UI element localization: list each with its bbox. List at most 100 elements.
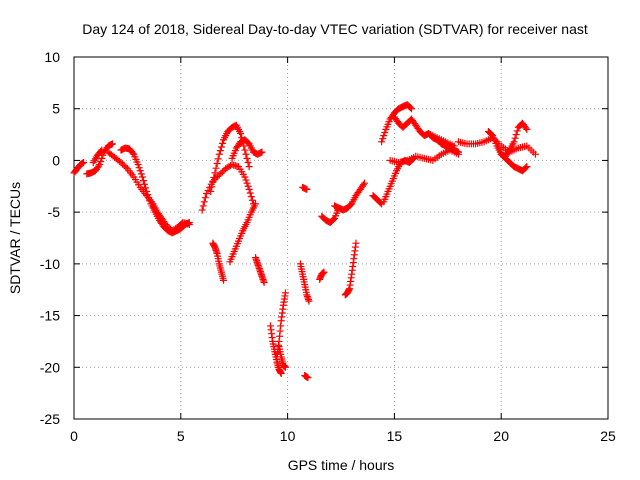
data-point xyxy=(97,157,105,165)
data-point xyxy=(98,154,106,162)
series-track xyxy=(226,200,260,266)
data-point xyxy=(199,202,207,210)
y-tick-label: -15 xyxy=(40,308,60,324)
series-track xyxy=(484,119,531,160)
series-track xyxy=(299,183,311,193)
series-track xyxy=(386,146,462,166)
data-point xyxy=(95,162,103,170)
data-point xyxy=(245,185,253,193)
data-point xyxy=(140,180,148,188)
series-track xyxy=(198,161,257,214)
y-tick-label: -25 xyxy=(40,411,60,427)
data-point xyxy=(207,187,215,195)
x-axis-label: GPS time / hours xyxy=(288,457,395,473)
data-point xyxy=(215,171,223,179)
data-point xyxy=(200,198,208,206)
data-point xyxy=(214,172,222,180)
data-point xyxy=(137,170,145,178)
data-point xyxy=(218,168,226,176)
data-point xyxy=(198,206,206,214)
y-axis-label: SDTVAR / TECUs xyxy=(7,182,23,294)
y-tick-label: 5 xyxy=(52,101,60,117)
data-point xyxy=(145,194,153,202)
x-tick-label: 5 xyxy=(177,428,185,444)
x-tick-label: 0 xyxy=(70,428,78,444)
data-point xyxy=(406,104,414,112)
data-point xyxy=(202,190,210,198)
series-track xyxy=(70,158,88,177)
series-track xyxy=(390,113,462,156)
data-point xyxy=(80,158,88,166)
data-point xyxy=(513,127,521,135)
data-point xyxy=(242,150,250,158)
data-point xyxy=(379,135,387,143)
data-point xyxy=(201,194,209,202)
data-point xyxy=(258,148,266,156)
data-point xyxy=(352,239,360,247)
data-point xyxy=(523,125,531,133)
series-track xyxy=(318,204,343,226)
data-point xyxy=(380,132,388,140)
data-point xyxy=(241,146,249,154)
data-point xyxy=(505,148,513,156)
data-point xyxy=(277,369,285,377)
data-point xyxy=(511,134,519,142)
data-point xyxy=(185,218,193,226)
data-point xyxy=(523,163,531,171)
data-point xyxy=(512,131,520,139)
series-track xyxy=(209,239,228,284)
data-point xyxy=(531,150,539,158)
series-track xyxy=(83,140,116,178)
data-point xyxy=(139,177,147,185)
data-point xyxy=(96,161,104,169)
data-point xyxy=(214,155,222,163)
data-point xyxy=(303,185,311,193)
series-track xyxy=(275,343,289,371)
series-track xyxy=(425,130,458,150)
data-point xyxy=(215,150,223,158)
data-point xyxy=(305,297,313,305)
data-point xyxy=(134,161,142,169)
data-point xyxy=(243,179,251,187)
data-point xyxy=(211,169,219,177)
data-point xyxy=(212,164,220,172)
data-point xyxy=(135,164,143,172)
data-point xyxy=(244,182,252,190)
series-track xyxy=(89,146,106,166)
series-track xyxy=(378,101,415,146)
data-point xyxy=(218,139,226,147)
series-track xyxy=(331,179,368,214)
data-point xyxy=(136,167,144,175)
data-point xyxy=(98,146,106,154)
series-track xyxy=(316,268,328,283)
data-point xyxy=(281,363,289,371)
data-point xyxy=(377,199,385,207)
series-track xyxy=(497,150,531,175)
data-points xyxy=(70,101,539,382)
data-point xyxy=(247,193,255,201)
y-tick-label: -10 xyxy=(40,256,60,272)
series-track xyxy=(228,136,266,162)
data-point xyxy=(244,158,252,166)
data-point xyxy=(138,173,146,181)
data-point xyxy=(407,105,415,113)
data-point xyxy=(510,138,518,146)
data-point xyxy=(129,149,137,157)
data-point xyxy=(281,289,289,297)
data-point xyxy=(117,158,125,166)
data-point xyxy=(360,179,368,187)
y-tick-label: 10 xyxy=(44,49,60,65)
data-point xyxy=(450,142,458,150)
data-point xyxy=(245,163,253,171)
data-point xyxy=(143,187,151,195)
data-point xyxy=(97,147,105,155)
data-point xyxy=(208,183,216,191)
data-point xyxy=(454,150,462,158)
data-point xyxy=(217,143,225,151)
x-tick-label: 15 xyxy=(387,428,403,444)
data-point xyxy=(119,160,127,168)
y-tick-label: 0 xyxy=(52,152,60,168)
data-point xyxy=(213,160,221,168)
data-point xyxy=(142,184,150,192)
